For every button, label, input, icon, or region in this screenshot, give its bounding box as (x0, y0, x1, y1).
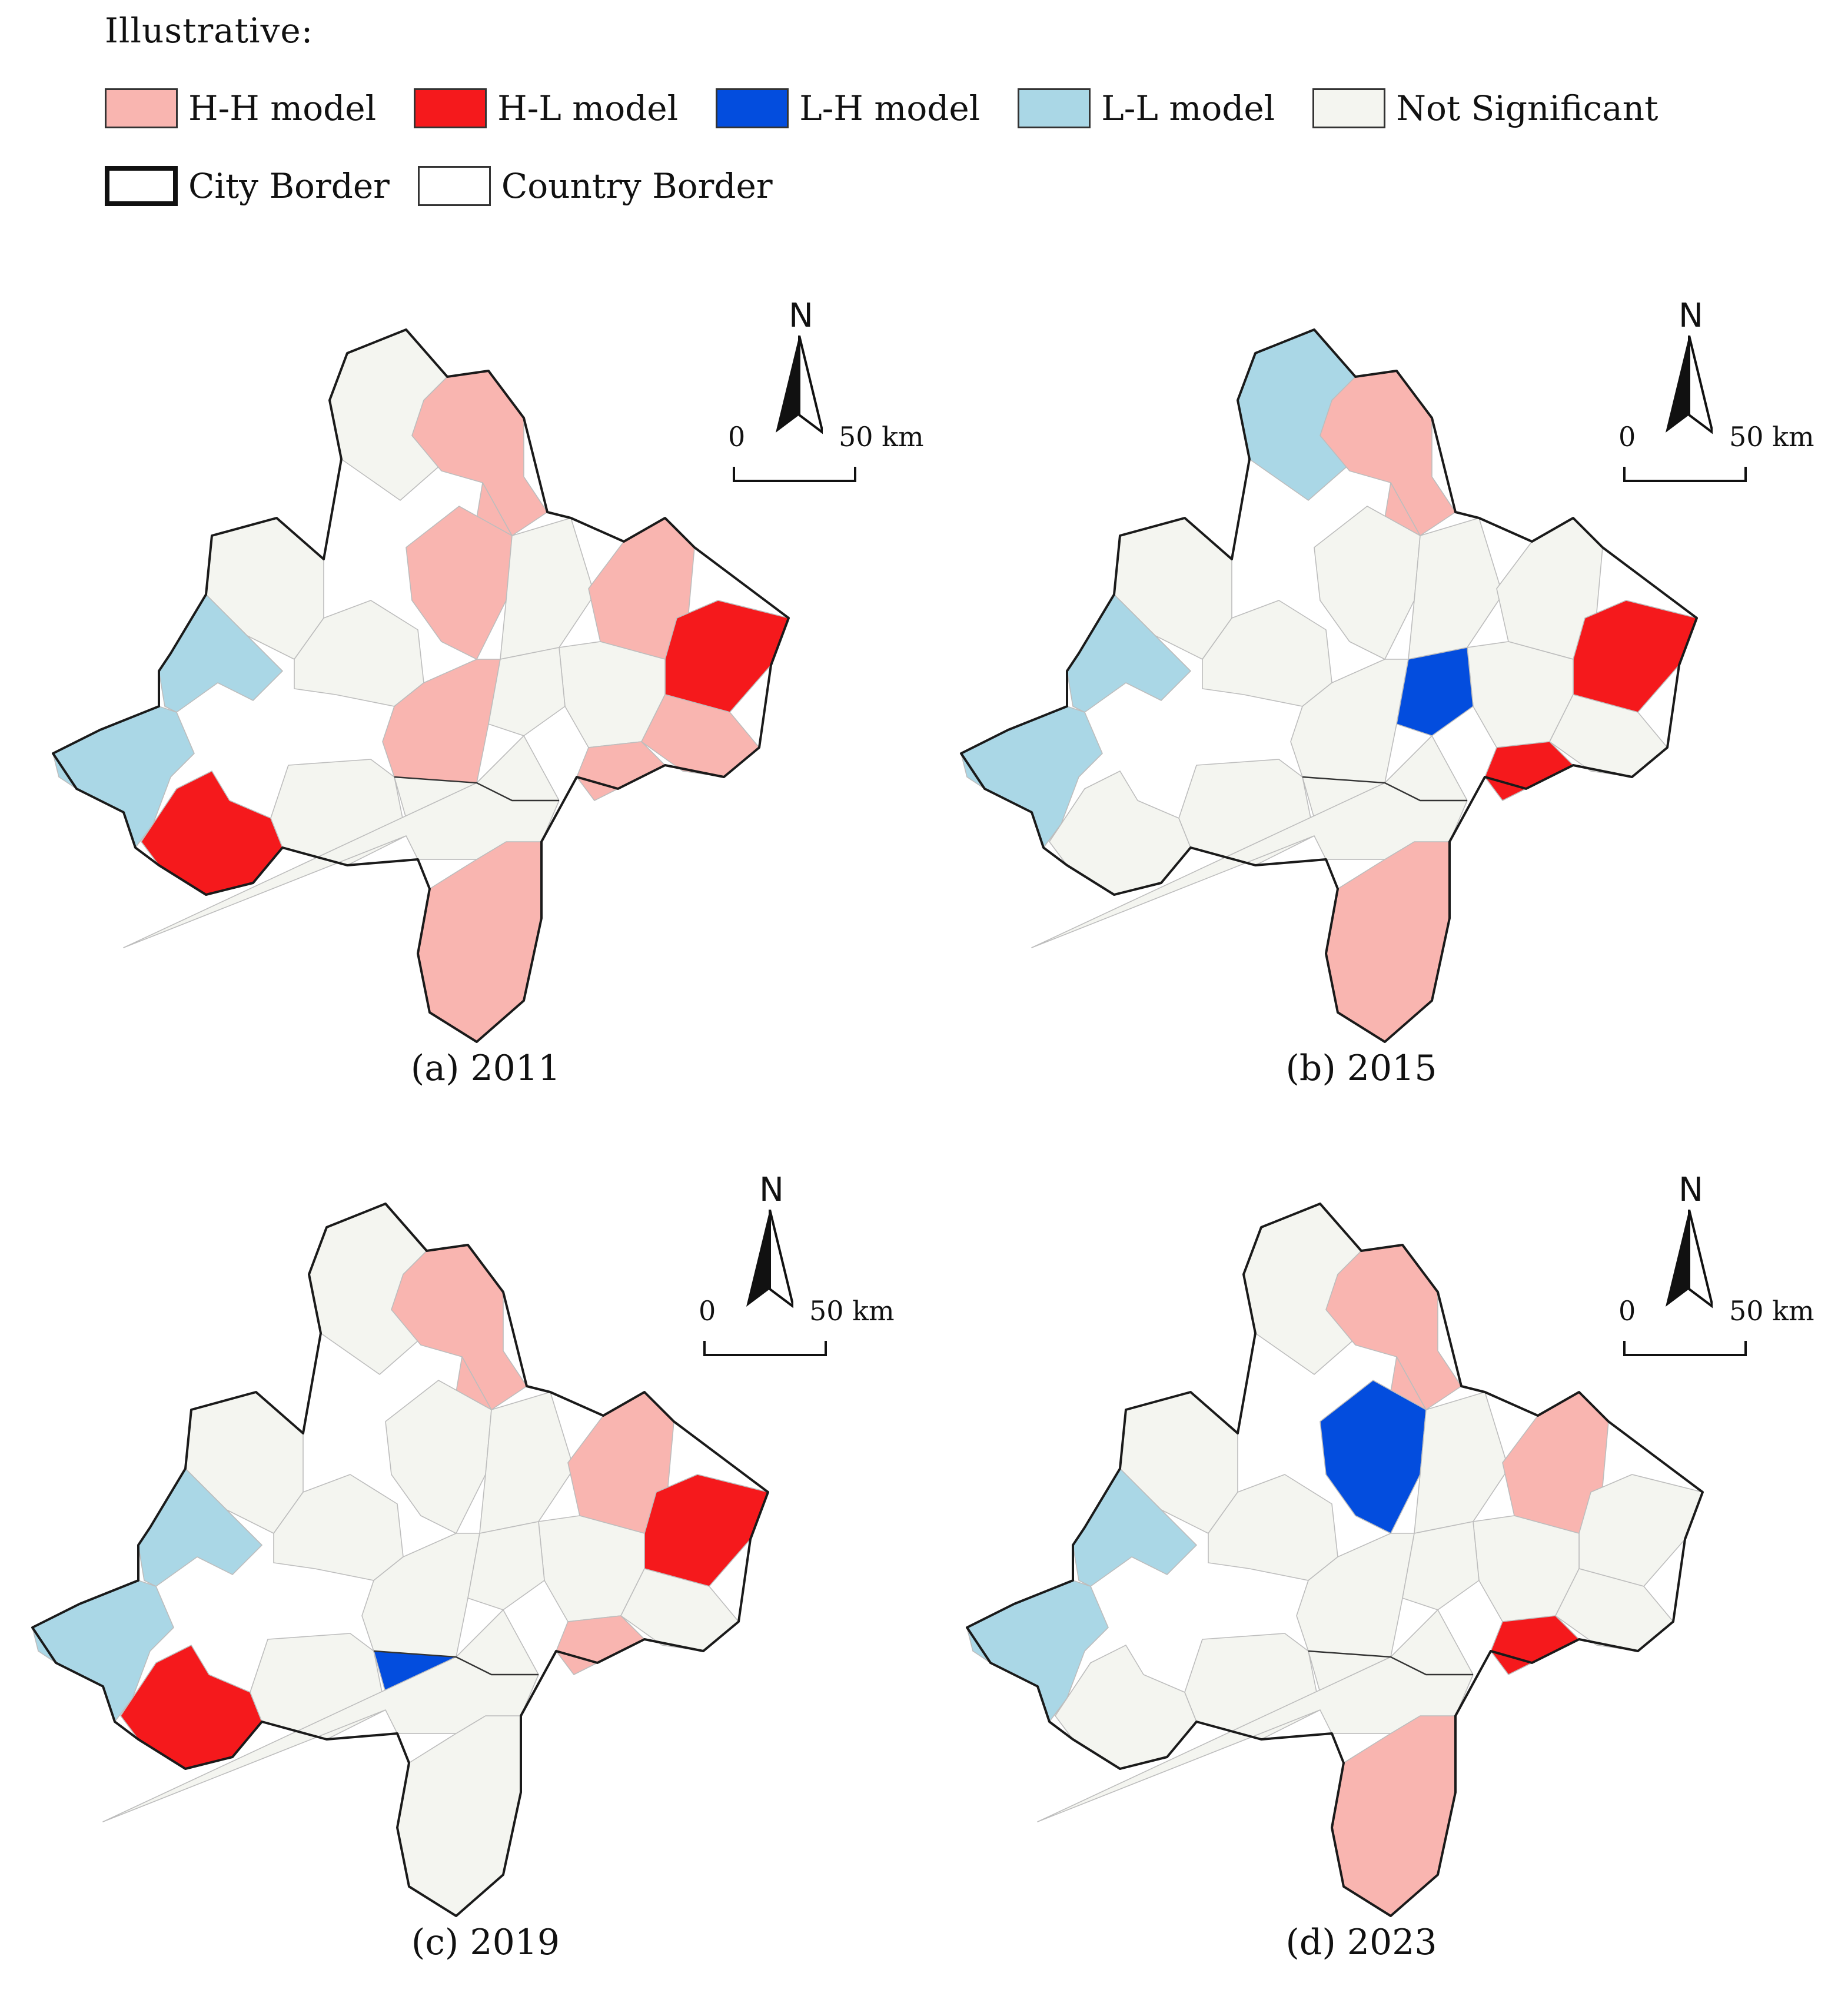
map-region-12 (1396, 647, 1474, 736)
map-region-8 (664, 600, 789, 713)
map-region-20 (123, 735, 560, 948)
country-border-line (1302, 776, 1467, 802)
map-region-8 (1578, 1474, 1703, 1587)
city-border-outline (960, 328, 1698, 1043)
map-region-4 (1314, 506, 1421, 660)
map-region-12 (488, 647, 566, 736)
scale-end-a: 50 km (839, 421, 924, 453)
map-region-4 (1320, 1380, 1427, 1534)
country-border-line (373, 1650, 539, 1676)
scale-zero-d: 0 (1618, 1295, 1636, 1327)
map-region-5 (500, 517, 595, 660)
scale-zero-c: 0 (699, 1295, 716, 1327)
caption-b: (b) 2015 (1285, 1048, 1437, 1089)
map-region-4 (406, 506, 513, 660)
legend-label-country-border: Country Border (501, 166, 773, 206)
legend-item-country-border: Country Border (417, 166, 773, 206)
map-region-19 (1331, 1715, 1456, 1917)
legend-title: Illustrative: (105, 11, 314, 51)
legend-item-ll: L-L model (1018, 88, 1275, 128)
legend-label-hl: H-L model (497, 88, 679, 128)
map-region-20 (1037, 1609, 1474, 1822)
scale-line-d (1623, 1341, 1747, 1356)
country-border-line (1308, 1650, 1473, 1676)
north-arrow-icon-b (1666, 336, 1713, 434)
scale-line-b (1623, 467, 1747, 482)
caption-c: (c) 2019 (411, 1922, 560, 1963)
north-label-c: N (759, 1171, 784, 1209)
legend-row-borders: City Border Country Border (105, 166, 810, 206)
map-region-5 (1414, 1391, 1509, 1534)
legend-item-ns: Not Significant (1312, 88, 1658, 128)
legend-item-hh: H-H model (105, 88, 376, 128)
legend-label-lh: L-H model (799, 88, 981, 128)
legend-item-hl: H-L model (414, 88, 678, 128)
map-region-19 (417, 841, 542, 1042)
caption-d: (d) 2023 (1285, 1922, 1437, 1963)
city-border-outline (52, 328, 790, 1043)
map-c (31, 1203, 769, 1917)
north-label-d: N (1679, 1171, 1703, 1209)
legend-label-city-border: City Border (188, 166, 390, 206)
legend-label-ns: Not Significant (1396, 88, 1659, 128)
north-label-a: N (789, 297, 813, 335)
map-region-9 (158, 594, 283, 713)
scale-end-c: 50 km (809, 1295, 895, 1327)
legend-row-categories: H-H model H-L model L-H model L-L model … (105, 88, 1696, 128)
legend-label-ll: L-L model (1101, 88, 1275, 128)
legend-label-hh: H-H model (188, 88, 377, 128)
map-b (960, 328, 1698, 1043)
scale-zero-a: 0 (728, 421, 746, 453)
scale-line-c (703, 1341, 827, 1356)
legend-swatch-hl (414, 88, 487, 128)
map-region-4 (385, 1380, 492, 1534)
map-region-9 (138, 1468, 262, 1587)
legend-swatch-country-border (417, 166, 491, 206)
country-border-line (394, 776, 559, 802)
map-region-9 (1066, 594, 1191, 713)
legend-swatch-lh (716, 88, 789, 128)
legend-swatch-city-border (105, 166, 178, 206)
legend-swatch-ns (1312, 88, 1386, 128)
legend-item-city-border: City Border (105, 166, 390, 206)
map-region-12 (1402, 1521, 1480, 1610)
city-border-outline (966, 1203, 1704, 1917)
map-region-20 (102, 1609, 539, 1822)
legend-swatch-ll (1018, 88, 1091, 128)
map-region-5 (479, 1391, 574, 1534)
legend-item-lh: L-H model (716, 88, 980, 128)
legend-swatch-hh (105, 88, 178, 128)
map-region-5 (1408, 517, 1503, 660)
scale-line-a (733, 467, 856, 482)
north-arrow-icon-d (1666, 1210, 1713, 1308)
north-label-b: N (1679, 297, 1703, 335)
map-d (966, 1203, 1704, 1917)
map-region-20 (1031, 735, 1468, 948)
map-region-9 (1072, 1468, 1197, 1587)
city-border-outline (31, 1203, 769, 1917)
north-arrow-icon-a (776, 336, 823, 434)
map-panel-d: N 0 50 km (d) 2023 (914, 1145, 1828, 2016)
scale-end-d: 50 km (1729, 1295, 1814, 1327)
map-region-8 (644, 1474, 769, 1587)
north-arrow-icon-c (746, 1210, 793, 1308)
map-region-19 (397, 1715, 521, 1917)
map-panel-a: N 0 50 km (a) 2011 (0, 271, 924, 1142)
map-region-19 (1325, 841, 1450, 1042)
map-panel-c: N 0 50 km (c) 2019 (0, 1145, 914, 2016)
scale-zero-b: 0 (1618, 421, 1636, 453)
map-region-8 (1573, 600, 1697, 713)
caption-a: (a) 2011 (410, 1048, 561, 1089)
map-panel-b: N 0 50 km (b) 2015 (914, 271, 1828, 1142)
map-region-12 (467, 1521, 545, 1610)
scale-end-b: 50 km (1729, 421, 1814, 453)
map-a (52, 328, 790, 1043)
